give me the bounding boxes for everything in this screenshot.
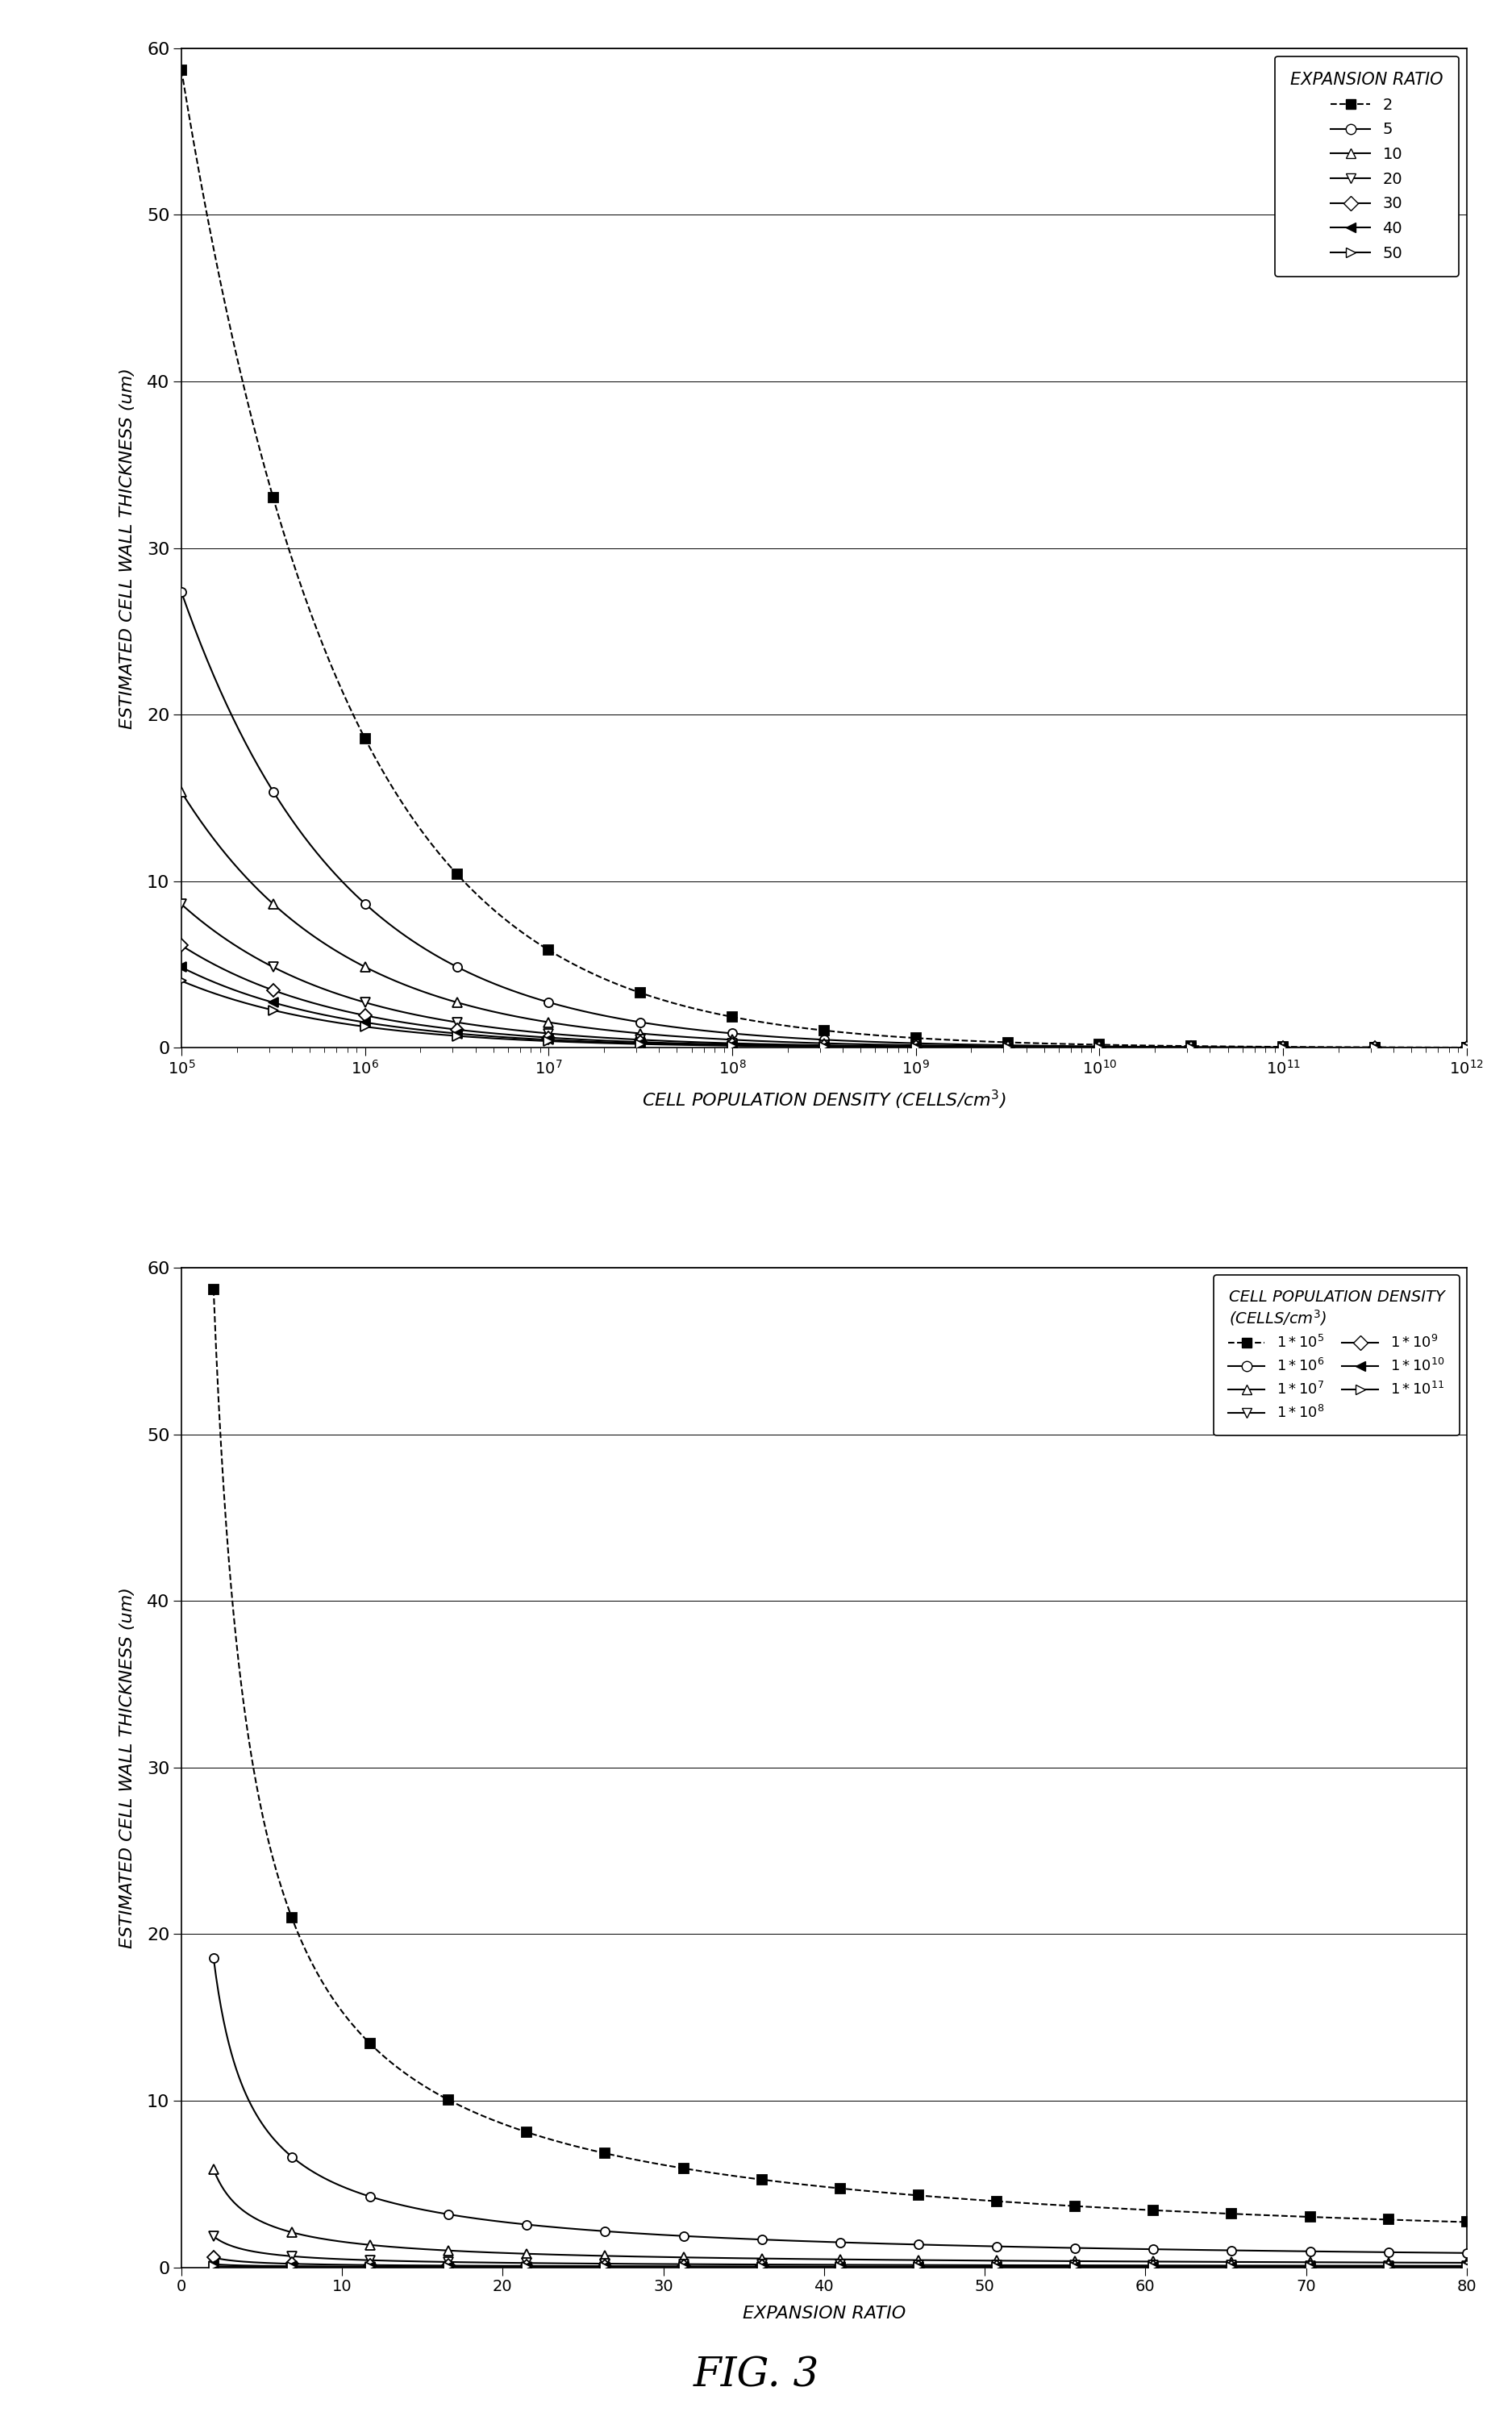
Legend: 2, 5, 10, 20, 30, 40, 50: 2, 5, 10, 20, 30, 40, 50 [1275,55,1459,277]
Y-axis label: ESTIMATED CELL WALL THICKNESS (um): ESTIMATED CELL WALL THICKNESS (um) [119,1587,136,1949]
X-axis label: EXPANSION RATIO: EXPANSION RATIO [742,2306,906,2323]
Y-axis label: ESTIMATED CELL WALL THICKNESS (um): ESTIMATED CELL WALL THICKNESS (um) [119,367,136,728]
X-axis label: CELL POPULATION DENSITY (CELLS/cm$^3$): CELL POPULATION DENSITY (CELLS/cm$^3$) [643,1088,1005,1112]
Legend: $1*10^{5}$, $1*10^{6}$, $1*10^{7}$, $1*10^{8}$, $1*10^{9}$, $1*10^{10}$, $1*10^{: $1*10^{5}$, $1*10^{6}$, $1*10^{7}$, $1*1… [1214,1276,1459,1435]
Text: FIG. 3: FIG. 3 [692,2357,820,2395]
